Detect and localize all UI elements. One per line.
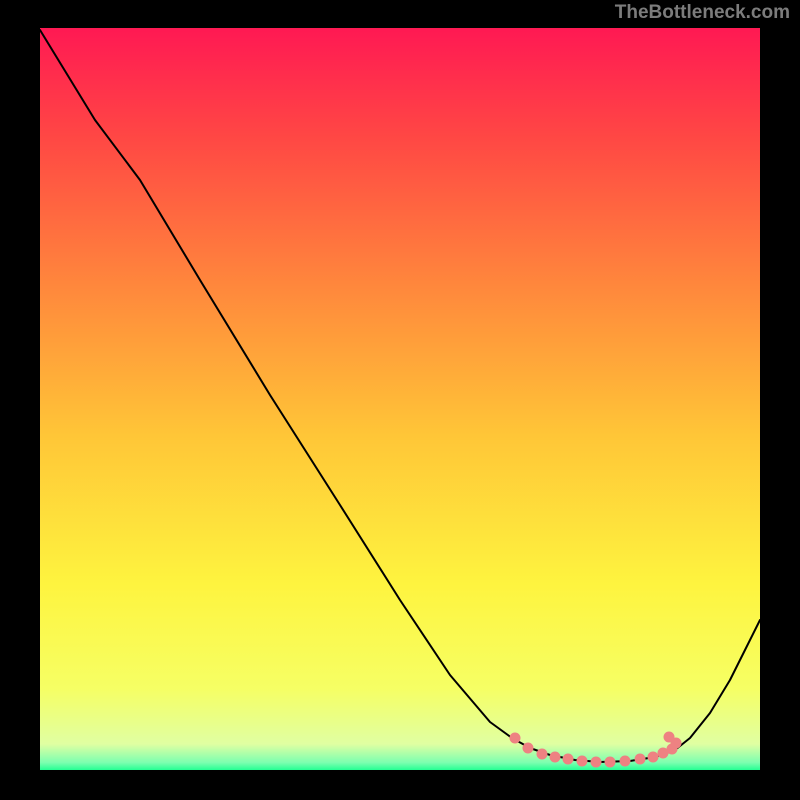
valley-marker xyxy=(563,754,574,765)
valley-marker xyxy=(550,752,561,763)
valley-marker xyxy=(605,757,616,768)
valley-marker xyxy=(635,754,646,765)
valley-marker xyxy=(510,733,521,744)
valley-marker xyxy=(671,738,682,749)
chart-container: TheBottleneck.com xyxy=(0,0,800,800)
valley-marker xyxy=(648,752,659,763)
valley-marker xyxy=(523,743,534,754)
valley-marker xyxy=(577,756,588,767)
valley-marker xyxy=(537,749,548,760)
valley-marker xyxy=(620,756,631,767)
gradient-background xyxy=(40,28,760,770)
chart-svg xyxy=(0,0,800,800)
valley-marker xyxy=(591,757,602,768)
